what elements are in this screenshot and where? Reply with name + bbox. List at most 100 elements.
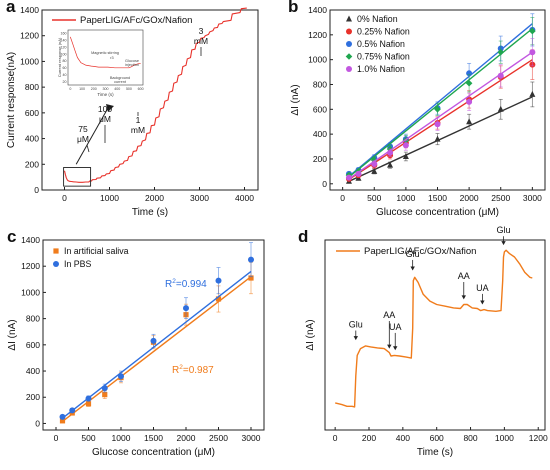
panel-a-annotation: 1 (136, 115, 141, 125)
panel-c-y-tick-label: 200 (26, 392, 40, 402)
panel-b-data-point (402, 152, 409, 159)
panel-c-data-point (118, 373, 124, 380)
panel-d-series-line (335, 249, 533, 408)
panel-a-annotation: mM (194, 36, 208, 46)
panel-a-zoom-arrowhead (106, 104, 114, 112)
panel-c-data-point (102, 392, 108, 398)
panel-a-x-tick-label: 4000 (235, 193, 254, 203)
panel-d-x-tick-label: 200 (362, 433, 376, 443)
panel-a-y-tick-label: 800 (25, 82, 39, 92)
panel-b-data-point (371, 167, 378, 174)
panel-c-y-tick-label: 1400 (21, 235, 40, 245)
panel-c-data-point (248, 256, 254, 263)
panel-c-y-tick-label: 1000 (21, 287, 40, 297)
panel-d-annotation-arrowhead (501, 241, 506, 246)
panel-a-letter: a (6, 0, 16, 16)
panel-b-data-point (434, 121, 441, 128)
panel-a-y-tick-label: 1400 (20, 5, 39, 15)
inset-a-y-tick-label: 160 (61, 32, 67, 36)
panel-a-x-tick-label: 3000 (190, 193, 209, 203)
panel-b-data-point (387, 161, 394, 168)
panel-a-y-tick-label: 1000 (20, 56, 39, 66)
panel-a-annotation: μM (77, 134, 89, 144)
inset-a-y-tick-label: 100 (61, 52, 67, 56)
panel-a-y-tick-label: 0 (34, 185, 39, 195)
panel-a-legend-label: PaperLIG/AFc/GOx/Nafion (80, 15, 192, 26)
panel-d-y-axis-label: ΔI (nA) (305, 319, 316, 350)
panel-c-y-axis-label: ΔI (nA) (7, 319, 18, 350)
panel-a-x-tick-label: 2000 (145, 193, 164, 203)
panel-a-annotation: 75 (78, 124, 88, 134)
panel-d-letter: d (298, 227, 308, 246)
panel-b-legend-1-marker (346, 28, 352, 35)
panel-b-y-axis-label: ΔI (nA) (290, 84, 301, 115)
panel-c-y-tick-label: 800 (26, 314, 40, 324)
panel-b-legend-4-marker (346, 66, 352, 72)
panel-d-x-axis-label: Time (s) (417, 447, 453, 458)
panel-c-x-tick-label: 1000 (112, 433, 131, 443)
inset-a-y-tick-label: 20 (63, 80, 67, 84)
panel-c-data-point (85, 401, 92, 407)
panel-d-annotation: UA (476, 283, 489, 293)
inset-a-x-tick-label: 100 (79, 87, 85, 91)
inset-a-x-tick-label: 400 (114, 87, 120, 91)
panel-a-zoom-box (63, 167, 92, 187)
panel-c-y-tick-label: 1200 (21, 261, 40, 271)
panel-a-zoom-arrow-line (75, 107, 109, 165)
panel-b-data-point (529, 27, 536, 35)
panel-d-x-tick-label: 400 (396, 433, 410, 443)
inset-a-y-tick-label: 140 (61, 39, 67, 43)
panel-b-y-tick-label: 1200 (308, 30, 327, 40)
inset-a-frame (67, 29, 144, 86)
panel-c-legend-0-marker (53, 248, 59, 254)
inset-a-y-tick-label: 40 (63, 73, 67, 77)
panel-d-annotation-arrowhead (393, 346, 398, 351)
panel-c-y-tick-label: 600 (26, 340, 40, 350)
inset-a-y-tick-label: 60 (63, 66, 67, 70)
panel-c-legend-1-label: In PBS (64, 259, 92, 269)
panel-b-x-tick-label: 1000 (396, 193, 415, 203)
panel-b-y-tick-label: 200 (313, 154, 327, 164)
inset-a-note: Magnetic stirring (91, 51, 119, 55)
inset-a-y-tick-label: 120 (61, 45, 67, 49)
panel-c-letter: c (7, 227, 16, 246)
inset-a-x-tick-label: 600 (138, 87, 144, 91)
panel-c-fit-line (62, 270, 252, 419)
panel-d-annotation-arrowhead (461, 295, 466, 300)
panel-a-annotation: mM (131, 125, 145, 135)
panel-c-data-point (215, 277, 222, 284)
panel-a-series-line (63, 7, 247, 183)
panel-d-annotation: Glu (497, 225, 511, 235)
panel-b-data-point (345, 174, 352, 181)
panel-a-y-tick-label: 600 (25, 108, 39, 118)
panel-d-annotation: UA (389, 322, 402, 332)
panel-b-x-tick-label: 0 (340, 193, 345, 203)
panel-a-annotation: 100 (98, 104, 112, 114)
panel-b-legend-3-label: 0.75% Nafion (357, 52, 410, 62)
panel-c-data-point (85, 395, 92, 402)
panel-b-legend-0-marker (346, 15, 352, 22)
inset-a-x-tick-label: 500 (126, 87, 132, 91)
panel-c-r2-saliva: R2=0.987 (172, 364, 214, 376)
panel-d-x-tick-label: 0 (333, 433, 338, 443)
panel-c-x-tick-label: 0 (54, 433, 59, 443)
inset-a-x-tick-label: 300 (103, 87, 109, 91)
panel-b-legend-0-label: 0% Nafion (357, 14, 398, 24)
panel-d-annotation-arrowhead (353, 336, 358, 341)
panel-c-legend-1-marker (53, 261, 59, 267)
panel-d-x-tick-label: 1200 (529, 433, 548, 443)
panel-b-data-point (402, 142, 409, 149)
panel-b-data-point (466, 118, 473, 125)
panel-b-legend-2-label: 0.5% Nafion (357, 39, 405, 49)
inset-a-x-tick-label: 0 (69, 87, 71, 91)
panel-b-legend-1-label: 0.25% Nafion (357, 27, 410, 37)
panel-b-data-point (434, 135, 441, 142)
panel-b-data-point (529, 90, 536, 97)
inset-a-y-tick-label: 80 (63, 59, 67, 63)
panel-c-data-point (215, 296, 222, 302)
panel-c-y-tick-label: 400 (26, 366, 40, 376)
inset-a-note: injection (125, 63, 139, 67)
panel-d-annotation: AA (458, 271, 470, 281)
